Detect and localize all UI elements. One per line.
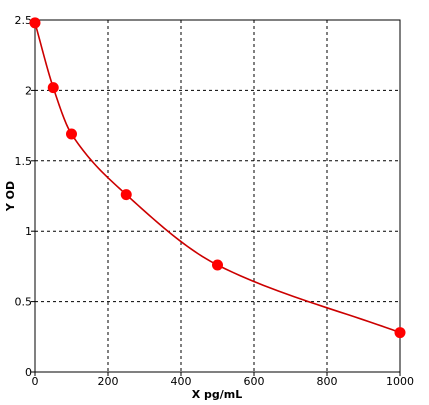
- x-axis-label: X pg/mL: [192, 388, 243, 401]
- x-tick-label: 600: [244, 375, 265, 388]
- y-tick-label: 2: [25, 84, 32, 97]
- x-tick-label: 800: [317, 375, 338, 388]
- data-point: [29, 17, 41, 29]
- grid: [35, 20, 400, 372]
- data-point: [394, 327, 406, 339]
- x-tick-label: 200: [98, 375, 119, 388]
- y-tick-label: 1: [25, 225, 32, 238]
- y-axis-ticks: 0 0.5 1 1.5 2 2.5: [15, 14, 35, 379]
- y-axis-label: Y OD: [4, 181, 17, 212]
- x-tick-label: 400: [171, 375, 192, 388]
- data-point: [47, 82, 59, 94]
- x-axis-ticks: 0 200 400 600 800 1000: [32, 372, 414, 388]
- plot-frame: [34, 19, 401, 373]
- data-points: [29, 17, 406, 339]
- data-point: [66, 128, 77, 140]
- data-point: [212, 259, 223, 271]
- y-tick-label: 2.5: [15, 14, 33, 27]
- data-point: [120, 189, 132, 201]
- plot-area: [35, 20, 400, 372]
- y-tick-label: 0: [25, 366, 32, 379]
- y-tick-label: 0.5: [15, 296, 33, 309]
- y-tick-label: 1.5: [15, 155, 33, 168]
- fit-curve: [34, 22, 401, 334]
- x-tick-label: 1000: [386, 375, 414, 388]
- x-tick-label: 0: [32, 375, 39, 388]
